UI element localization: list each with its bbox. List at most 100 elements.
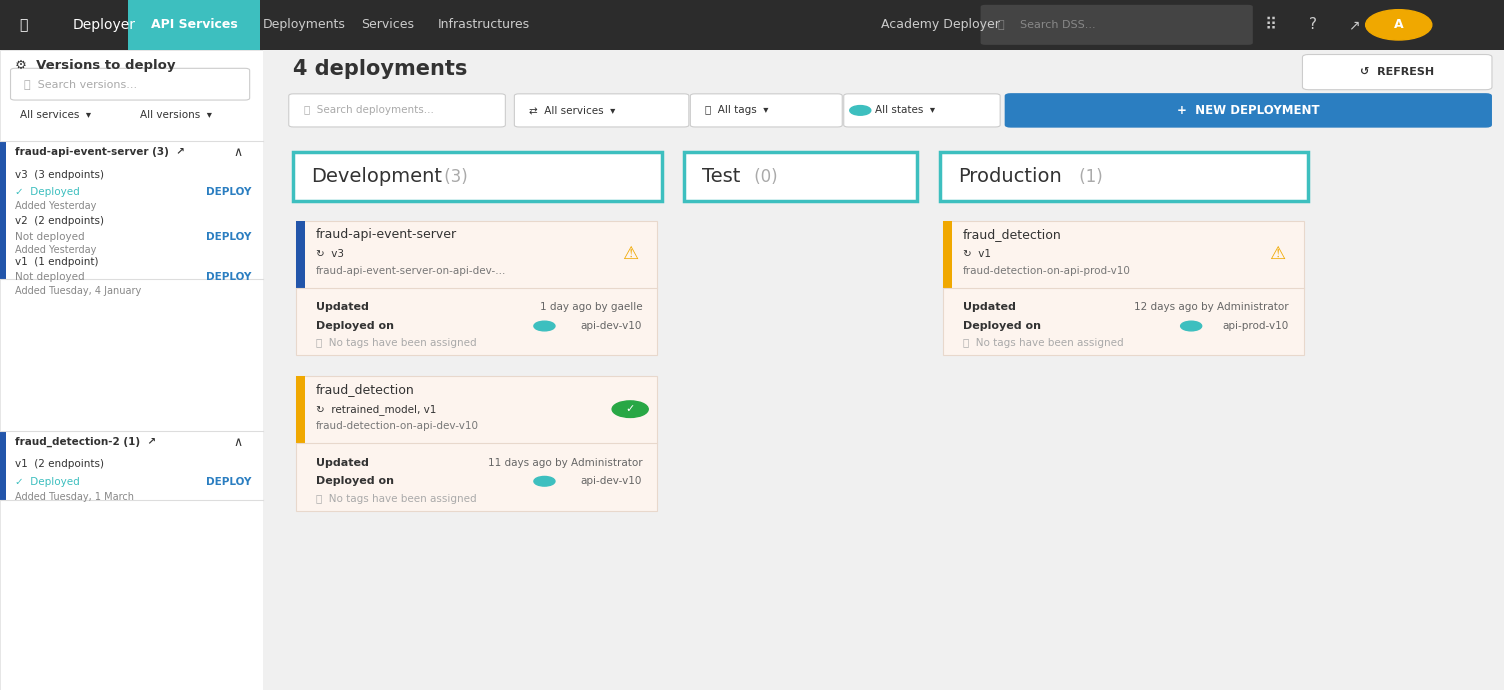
Text: All versions  ▾: All versions ▾: [140, 110, 212, 120]
Text: (0): (0): [749, 168, 778, 186]
FancyBboxPatch shape: [684, 152, 917, 201]
Text: 🏷  No tags have been assigned: 🏷 No tags have been assigned: [316, 338, 477, 348]
FancyBboxPatch shape: [981, 5, 1253, 45]
Text: ?: ?: [1308, 17, 1318, 32]
Text: (1): (1): [1074, 168, 1102, 186]
Text: Deployed on: Deployed on: [316, 476, 394, 486]
Text: 🔍  Search versions...: 🔍 Search versions...: [24, 79, 137, 89]
Text: ✓: ✓: [626, 404, 635, 414]
Text: fraud-api-event-server (3)  ↗: fraud-api-event-server (3) ↗: [15, 148, 185, 157]
Text: api-dev-v10: api-dev-v10: [581, 321, 642, 331]
Text: Academy Deployer: Academy Deployer: [880, 19, 1000, 31]
Text: (3): (3): [439, 168, 468, 186]
Text: ∧: ∧: [233, 436, 242, 448]
Text: fraud-api-event-server-on-api-dev-...: fraud-api-event-server-on-api-dev-...: [316, 266, 507, 276]
Text: DEPLOY: DEPLOY: [206, 187, 251, 197]
Text: fraud_detection: fraud_detection: [963, 228, 1062, 241]
Text: 1 day ago by gaelle: 1 day ago by gaelle: [540, 302, 642, 313]
Text: Test: Test: [702, 167, 741, 186]
Text: 🏷  No tags have been assigned: 🏷 No tags have been assigned: [963, 338, 1123, 348]
Text: ⇄  All services  ▾: ⇄ All services ▾: [529, 106, 615, 115]
Text: ↗: ↗: [1348, 18, 1360, 32]
Text: API Services: API Services: [150, 19, 238, 31]
Text: v2  (2 endpoints): v2 (2 endpoints): [15, 216, 104, 226]
Circle shape: [534, 322, 555, 331]
Text: ⚙  Versions to deploy: ⚙ Versions to deploy: [15, 59, 176, 72]
Text: DEPLOY: DEPLOY: [206, 232, 251, 241]
Text: fraud_detection-2 (1)  ↗: fraud_detection-2 (1) ↗: [15, 437, 156, 447]
FancyBboxPatch shape: [263, 50, 1504, 690]
FancyBboxPatch shape: [1005, 93, 1492, 128]
Text: 4 deployments: 4 deployments: [293, 59, 468, 79]
Circle shape: [612, 401, 648, 417]
Text: ⚠: ⚠: [623, 245, 638, 263]
FancyBboxPatch shape: [296, 221, 305, 288]
Text: Added Tuesday, 1 March: Added Tuesday, 1 March: [15, 492, 134, 502]
Text: fraud-api-event-server: fraud-api-event-server: [316, 228, 457, 241]
Text: fraud-detection-on-api-dev-v10: fraud-detection-on-api-dev-v10: [316, 422, 478, 431]
Text: 12 days ago by Administrator: 12 days ago by Administrator: [1134, 302, 1289, 313]
Text: 11 days ago by Administrator: 11 days ago by Administrator: [487, 457, 642, 468]
Text: Not deployed: Not deployed: [15, 273, 84, 282]
FancyBboxPatch shape: [0, 0, 1504, 50]
Text: Search DSS...: Search DSS...: [1020, 20, 1095, 30]
FancyBboxPatch shape: [11, 68, 250, 100]
FancyBboxPatch shape: [296, 376, 305, 444]
Text: All states  ▾: All states ▾: [875, 106, 935, 115]
Text: Deployer: Deployer: [72, 18, 135, 32]
FancyBboxPatch shape: [296, 376, 657, 511]
Text: api-dev-v10: api-dev-v10: [581, 476, 642, 486]
FancyBboxPatch shape: [0, 431, 263, 500]
FancyBboxPatch shape: [514, 94, 689, 127]
Text: Updated: Updated: [963, 302, 1015, 313]
FancyBboxPatch shape: [1302, 55, 1492, 90]
Text: ∧: ∧: [233, 146, 242, 159]
Text: 🏷  No tags have been assigned: 🏷 No tags have been assigned: [316, 493, 477, 504]
FancyBboxPatch shape: [0, 141, 263, 279]
FancyBboxPatch shape: [293, 152, 662, 201]
Text: api-prod-v10: api-prod-v10: [1223, 321, 1289, 331]
Text: ↻  v3: ↻ v3: [316, 249, 344, 259]
Text: ✓  Deployed: ✓ Deployed: [15, 187, 80, 197]
Text: A: A: [1394, 19, 1403, 31]
FancyBboxPatch shape: [690, 94, 842, 127]
Circle shape: [534, 476, 555, 486]
Text: All services  ▾: All services ▾: [20, 110, 90, 120]
Text: v1  (1 endpoint): v1 (1 endpoint): [15, 257, 99, 267]
Circle shape: [850, 106, 871, 115]
Text: Production: Production: [958, 167, 1062, 186]
Text: ✓  Deployed: ✓ Deployed: [15, 477, 80, 486]
Text: 🏷  All tags  ▾: 🏷 All tags ▾: [705, 106, 769, 115]
Circle shape: [1181, 322, 1202, 331]
Text: ⠿: ⠿: [1265, 16, 1277, 34]
Text: Added Yesterday: Added Yesterday: [15, 246, 96, 255]
Text: Deployments: Deployments: [262, 19, 346, 31]
FancyBboxPatch shape: [943, 221, 1304, 355]
Text: Deployed on: Deployed on: [316, 321, 394, 331]
FancyBboxPatch shape: [844, 94, 1000, 127]
FancyBboxPatch shape: [943, 221, 952, 288]
Text: ↺  REFRESH: ↺ REFRESH: [1360, 68, 1435, 77]
Text: Development: Development: [311, 167, 442, 186]
FancyBboxPatch shape: [296, 221, 657, 355]
Text: DEPLOY: DEPLOY: [206, 477, 251, 486]
Text: Added Tuesday, 4 January: Added Tuesday, 4 January: [15, 286, 141, 296]
FancyBboxPatch shape: [940, 152, 1308, 201]
Text: Updated: Updated: [316, 302, 368, 313]
Text: fraud-detection-on-api-prod-v10: fraud-detection-on-api-prod-v10: [963, 266, 1131, 276]
Text: Deployed on: Deployed on: [963, 321, 1041, 331]
Circle shape: [1366, 10, 1432, 40]
FancyBboxPatch shape: [289, 94, 505, 127]
FancyBboxPatch shape: [0, 141, 6, 279]
Text: +  NEW DEPLOYMENT: + NEW DEPLOYMENT: [1178, 104, 1319, 117]
Text: 🔍  Search deployments...: 🔍 Search deployments...: [304, 106, 433, 115]
Text: v3  (3 endpoints): v3 (3 endpoints): [15, 170, 104, 179]
Text: fraud_detection: fraud_detection: [316, 384, 415, 396]
Text: v1  (2 endpoints): v1 (2 endpoints): [15, 460, 104, 469]
Text: ↻  retrained_model, v1: ↻ retrained_model, v1: [316, 404, 436, 415]
FancyBboxPatch shape: [128, 0, 260, 50]
Text: Infrastructures: Infrastructures: [438, 19, 531, 31]
Text: 🐦: 🐦: [20, 18, 29, 32]
Text: DEPLOY: DEPLOY: [206, 273, 251, 282]
FancyBboxPatch shape: [0, 50, 263, 690]
